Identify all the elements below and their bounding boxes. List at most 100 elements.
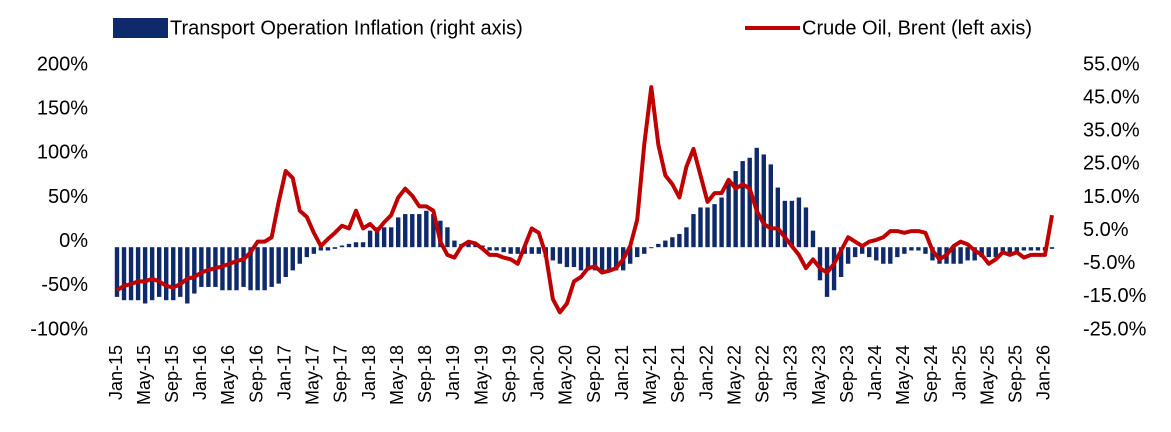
bar xyxy=(339,245,345,248)
x-tick-label: Sep-25 xyxy=(1006,345,1026,403)
y-tick-label: -50% xyxy=(41,274,88,296)
bar xyxy=(410,214,415,248)
bar xyxy=(930,247,935,261)
bar xyxy=(1021,247,1027,251)
bar xyxy=(297,247,302,264)
bar xyxy=(888,247,893,264)
bar xyxy=(206,247,211,287)
bar xyxy=(733,171,738,248)
bar xyxy=(262,247,267,291)
bar xyxy=(241,247,246,287)
y-tick-label: 200% xyxy=(37,53,88,75)
bar xyxy=(578,247,584,271)
bar xyxy=(691,214,696,248)
x-tick-label: May-21 xyxy=(640,345,660,405)
bar xyxy=(719,197,724,248)
legend-label: Crude Oil, Brent (left axis) xyxy=(802,17,1032,39)
x-tick-label: Jan-16 xyxy=(190,345,210,400)
y2-tick-label: 45.0% xyxy=(1083,86,1140,108)
bar xyxy=(466,243,471,248)
bar xyxy=(227,247,232,291)
bar xyxy=(403,214,408,248)
y-tick-label: 150% xyxy=(37,97,88,119)
x-tick-label: May-22 xyxy=(724,345,744,405)
bar xyxy=(867,247,872,258)
bar xyxy=(374,227,380,248)
bar xyxy=(782,200,788,248)
bar xyxy=(986,247,991,258)
y-tick-label: -100% xyxy=(30,318,88,340)
bar xyxy=(838,247,844,277)
bar xyxy=(311,247,317,254)
bar xyxy=(1035,247,1041,251)
bar xyxy=(705,207,710,248)
bar xyxy=(817,247,823,281)
bar xyxy=(156,247,162,297)
bar xyxy=(283,247,288,277)
bar xyxy=(557,247,563,264)
bar xyxy=(501,247,506,253)
x-tick-label: May-24 xyxy=(893,345,913,405)
bar xyxy=(670,237,675,248)
legend-swatch xyxy=(113,18,168,38)
bar xyxy=(121,247,127,301)
bar xyxy=(494,247,499,251)
bar xyxy=(142,247,148,304)
bar xyxy=(1028,247,1034,251)
bar xyxy=(789,200,795,248)
bar xyxy=(346,243,352,248)
bar xyxy=(979,247,984,258)
y2-tick-label: 15.0% xyxy=(1083,186,1140,208)
bar xyxy=(965,247,970,261)
bar xyxy=(923,247,928,254)
bar xyxy=(656,243,661,248)
x-tick-label: May-19 xyxy=(471,345,491,405)
x-tick-label: Sep-17 xyxy=(331,345,351,403)
legend-label: Transport Operation Inflation (right axi… xyxy=(170,17,523,39)
bar xyxy=(199,247,204,287)
x-tick-label: May-17 xyxy=(303,345,323,405)
bar xyxy=(135,247,141,301)
bar xyxy=(564,247,570,268)
x-tick-label: Sep-24 xyxy=(921,345,941,403)
bar xyxy=(149,247,155,301)
x-tick-label: Jan-19 xyxy=(443,345,463,400)
bar xyxy=(663,240,668,248)
bar xyxy=(536,247,542,254)
bar xyxy=(613,247,619,271)
bar xyxy=(895,247,900,258)
bar xyxy=(881,247,886,264)
bar xyxy=(269,247,274,287)
x-tick-label: Jan-18 xyxy=(359,345,379,400)
bar xyxy=(571,247,577,268)
bar xyxy=(635,247,640,258)
x-tick-label: May-15 xyxy=(134,345,154,405)
x-tick-label: Sep-23 xyxy=(837,345,857,403)
bar xyxy=(515,247,520,254)
x-tick-label: Jan-22 xyxy=(696,345,716,400)
bar xyxy=(859,247,865,254)
bar xyxy=(381,227,387,248)
bar xyxy=(445,227,450,248)
x-tick-label: Jan-25 xyxy=(949,345,969,400)
bar xyxy=(902,247,907,254)
bar xyxy=(831,247,837,291)
bar xyxy=(424,210,429,248)
x-tick-label: May-16 xyxy=(218,345,238,405)
y2-tick-label: -15.0% xyxy=(1083,285,1147,307)
bar xyxy=(248,247,253,291)
bar xyxy=(627,247,633,264)
x-tick-label: Jan-21 xyxy=(612,345,632,400)
x-tick-label: Jan-20 xyxy=(528,345,548,400)
bar xyxy=(255,247,260,291)
bar xyxy=(431,214,436,248)
bar xyxy=(318,247,324,251)
bar xyxy=(353,242,359,248)
x-tick-label: Jan-23 xyxy=(781,345,801,400)
bar xyxy=(290,247,295,271)
bar xyxy=(585,247,591,271)
bar xyxy=(304,247,310,258)
x-tick-label: Jan-26 xyxy=(1034,345,1054,400)
bar xyxy=(360,242,366,248)
bar xyxy=(684,227,689,248)
